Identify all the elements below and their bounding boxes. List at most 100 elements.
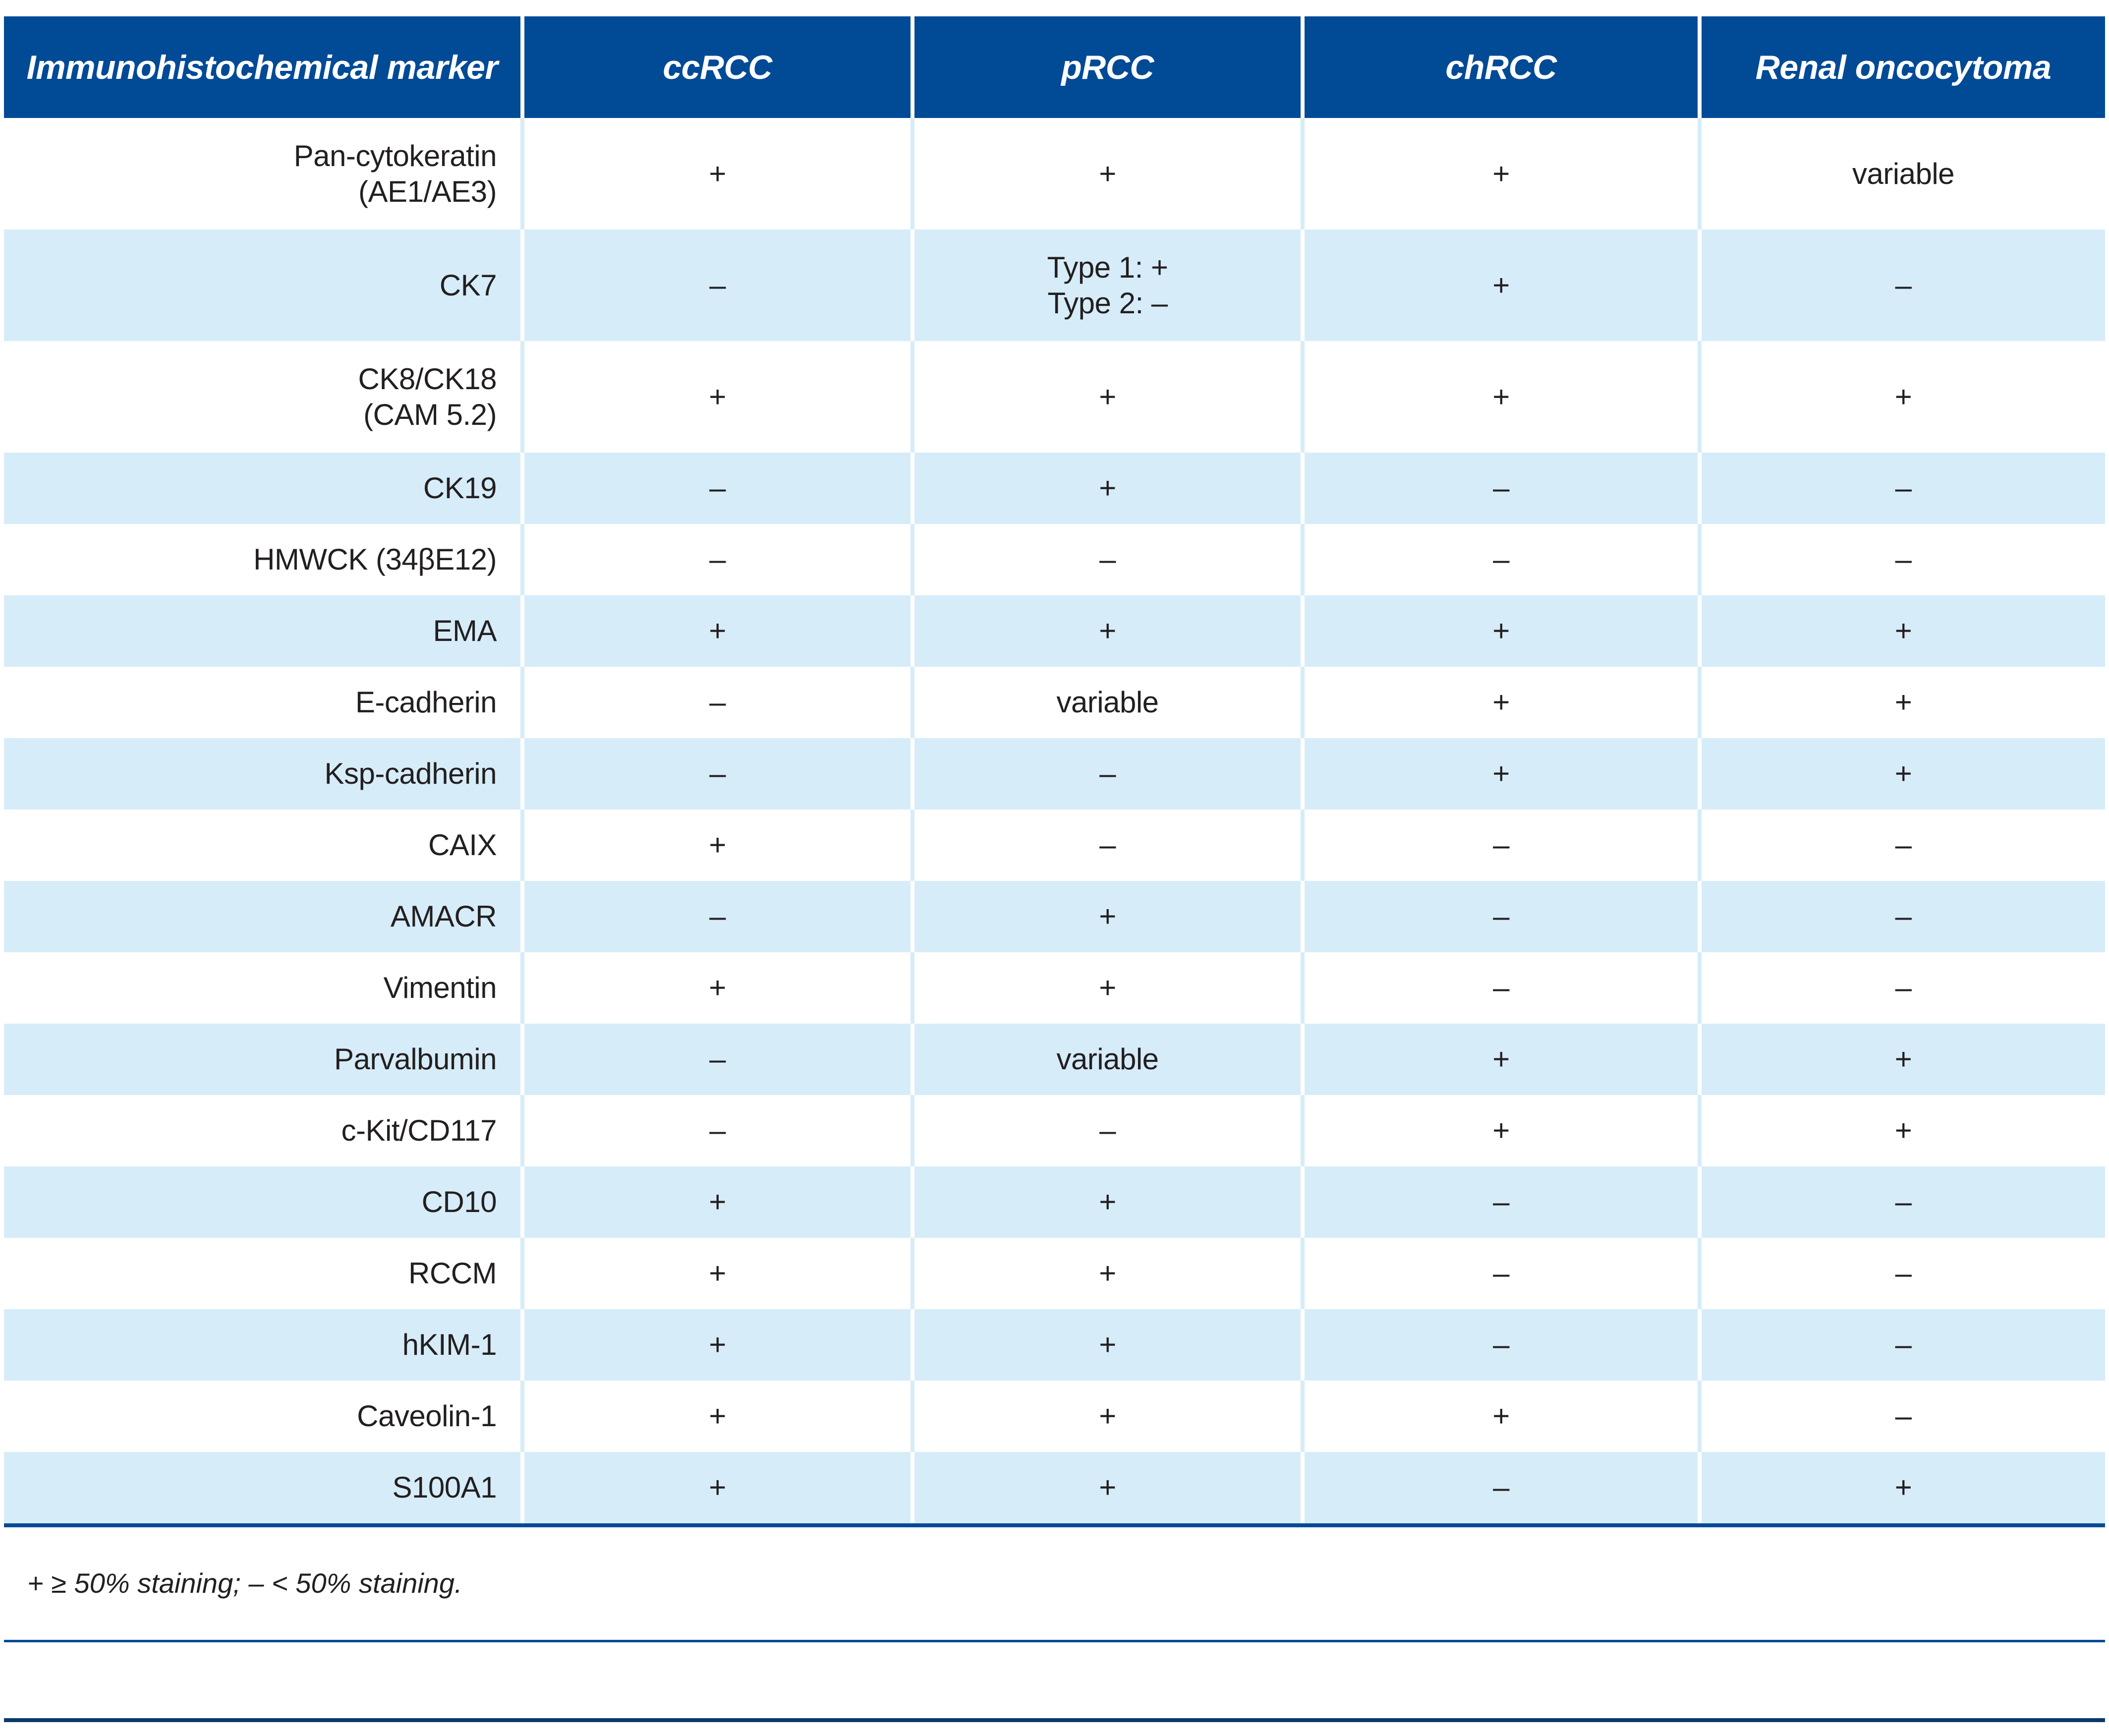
- column-header-marker: Immunohistochemical marker: [4, 16, 520, 118]
- value-cell: –: [1702, 881, 2105, 952]
- table-row: Ksp-cadherin – – + +: [4, 738, 2105, 810]
- value-cell: +: [1305, 667, 1698, 738]
- value-cell: –: [1702, 1166, 2105, 1238]
- table-row: Vimentin + + – –: [4, 952, 2105, 1024]
- table-row: hKIM-1 + + – –: [4, 1309, 2105, 1381]
- marker-cell: S100A1: [4, 1452, 520, 1523]
- value-cell: –: [914, 1095, 1301, 1166]
- marker-cell: CD10: [4, 1166, 520, 1238]
- marker-cell: CAIX: [4, 810, 520, 881]
- marker-cell: Vimentin: [4, 952, 520, 1024]
- value-cell: +: [914, 881, 1301, 952]
- value-cell: +: [1305, 1381, 1698, 1452]
- table-row: S100A1 + + – +: [4, 1452, 2105, 1523]
- value-cell: –: [1305, 453, 1698, 524]
- value-cell: –: [524, 738, 911, 810]
- marker-cell: CK8/CK18 (CAM 5.2): [4, 341, 520, 453]
- value-cell: –: [1702, 810, 2105, 881]
- table-row: RCCM + + – –: [4, 1238, 2105, 1309]
- value-cell: –: [524, 453, 911, 524]
- value-cell: +: [524, 1381, 911, 1452]
- value-cell: +: [524, 810, 911, 881]
- value-cell: –: [1305, 881, 1698, 952]
- value-cell: +: [524, 1452, 911, 1523]
- value-cell: variable: [1702, 118, 2105, 230]
- column-header-prcc: pRCC: [914, 16, 1301, 118]
- table-row: CD10 + + – –: [4, 1166, 2105, 1238]
- lower-divider-line: [4, 1718, 2105, 1722]
- marker-cell: Caveolin-1: [4, 1381, 520, 1452]
- table-row: HMWCK (34βE12) – – – –: [4, 524, 2105, 595]
- value-cell: +: [1702, 1452, 2105, 1523]
- table-row: Parvalbumin – variable + +: [4, 1024, 2105, 1095]
- value-cell: –: [1305, 524, 1698, 595]
- value-cell: +: [1702, 667, 2105, 738]
- ihc-marker-table: Immunohistochemical marker ccRCC pRCC ch…: [4, 16, 2105, 1527]
- value-cell: +: [1702, 1024, 2105, 1095]
- value-cell: variable: [914, 1024, 1301, 1095]
- value-cell: +: [914, 118, 1301, 230]
- value-cell: +: [524, 341, 911, 453]
- value-cell: +: [524, 1309, 911, 1381]
- value-cell: –: [914, 738, 1301, 810]
- value-cell: +: [1702, 341, 2105, 453]
- value-cell: +: [914, 1452, 1301, 1523]
- table-row: EMA + + + +: [4, 595, 2105, 667]
- value-cell: –: [1702, 230, 2105, 341]
- value-cell: –: [1702, 524, 2105, 595]
- table-row: CK19– + – –: [4, 453, 2105, 524]
- value-cell: –: [1702, 1309, 2105, 1381]
- marker-cell: Ksp-cadherin: [4, 738, 520, 810]
- column-header-oncocytoma: Renal oncocytoma: [1702, 16, 2105, 118]
- value-cell: –: [524, 524, 911, 595]
- value-cell: +: [914, 1166, 1301, 1238]
- value-cell: +: [1702, 595, 2105, 667]
- value-cell: +: [524, 952, 911, 1024]
- value-cell: –: [1702, 453, 2105, 524]
- value-cell: +: [1305, 230, 1698, 341]
- value-cell: +: [914, 1309, 1301, 1381]
- value-cell: –: [1702, 1238, 2105, 1309]
- value-cell: +: [914, 952, 1301, 1024]
- value-cell: –: [914, 810, 1301, 881]
- marker-cell: CK7: [4, 230, 520, 341]
- upper-divider-line: [4, 1640, 2105, 1642]
- value-cell: +: [524, 118, 911, 230]
- column-header-ccrcc: ccRCC: [524, 16, 911, 118]
- table-footnote: + ≥ 50% staining; – < 50% staining.: [27, 1567, 462, 1599]
- marker-cell: hKIM-1: [4, 1309, 520, 1381]
- value-cell: +: [1702, 1095, 2105, 1166]
- marker-cell: E-cadherin: [4, 667, 520, 738]
- value-cell: –: [524, 1024, 911, 1095]
- value-cell: +: [914, 341, 1301, 453]
- value-cell: +: [1305, 1095, 1698, 1166]
- table-row: CK7– Type 1: + Type 2: – + –: [4, 230, 2105, 341]
- value-cell: variable: [914, 667, 1301, 738]
- marker-cell: HMWCK (34βE12): [4, 524, 520, 595]
- value-cell: –: [1305, 1452, 1698, 1523]
- table-row: Pan-cytokeratin (AE1/AE3) + + + variable: [4, 118, 2105, 230]
- value-cell: –: [914, 524, 1301, 595]
- value-cell: –: [1305, 952, 1698, 1024]
- value-cell: +: [914, 453, 1301, 524]
- value-cell: –: [1305, 1166, 1698, 1238]
- value-cell: +: [914, 1238, 1301, 1309]
- table-row: AMACR – + – –: [4, 881, 2105, 952]
- table-body: Pan-cytokeratin (AE1/AE3) + + + variable CK7–…: [4, 118, 2105, 1523]
- marker-cell: RCCM: [4, 1238, 520, 1309]
- table-row: CAIX + – – –: [4, 810, 2105, 881]
- value-cell: +: [1305, 1024, 1698, 1095]
- value-cell: –: [1702, 952, 2105, 1024]
- table-header-row: Immunohistochemical marker ccRCC pRCC ch…: [4, 16, 2105, 118]
- value-cell: –: [524, 667, 911, 738]
- marker-cell: Parvalbumin: [4, 1024, 520, 1095]
- table-row: E-cadherin – variable + +: [4, 667, 2105, 738]
- value-cell: +: [1305, 738, 1698, 810]
- value-cell: +: [1305, 118, 1698, 230]
- value-cell: +: [914, 1381, 1301, 1452]
- value-cell: –: [524, 230, 911, 341]
- table-row: c-Kit/CD117– – + +: [4, 1095, 2105, 1166]
- value-cell: +: [914, 595, 1301, 667]
- marker-cell: CK19: [4, 453, 520, 524]
- value-cell: –: [524, 881, 911, 952]
